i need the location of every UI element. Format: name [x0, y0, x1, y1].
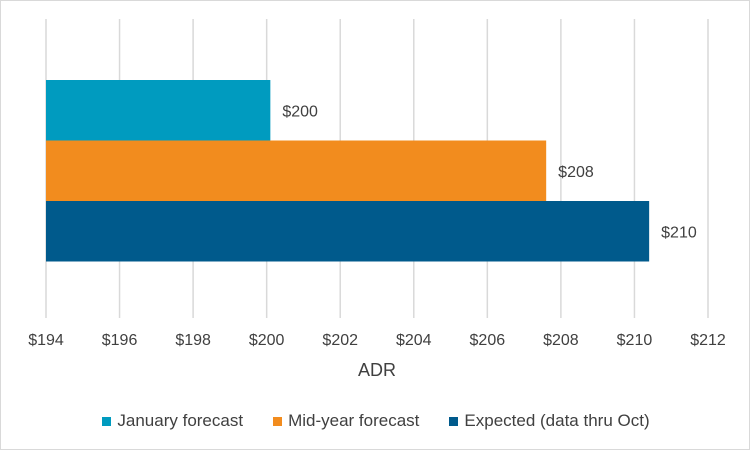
- x-tick-labels: $194 $196 $198 $200 $202 $204 $206 $208 $210 $212: [28, 332, 726, 349]
- legend-swatch-mid-year: [273, 416, 283, 426]
- legend-item-mid-year: Mid-year forecast: [273, 411, 419, 431]
- legend-swatch-january: [102, 416, 112, 426]
- legend-label-january: January forecast: [117, 411, 244, 430]
- bar: [46, 201, 650, 262]
- x-tick-label: $200: [249, 332, 285, 349]
- x-tick-label: $204: [396, 332, 432, 349]
- x-tick-label: $196: [102, 332, 138, 349]
- x-tick-label: $206: [470, 332, 506, 349]
- bars: $200 $208 $210: [46, 80, 697, 262]
- legend-label-mid-year: Mid-year forecast: [288, 411, 420, 430]
- data-label: $210: [661, 224, 697, 241]
- bar: [46, 140, 547, 201]
- x-tick-label: $212: [690, 332, 726, 349]
- x-tick-label: $208: [543, 332, 579, 349]
- data-label: $208: [558, 164, 594, 181]
- legend-item-expected: Expected (data thru Oct): [449, 411, 650, 431]
- legend: January forecast Mid-year forecast Expec…: [1, 409, 751, 433]
- x-tick-label: $202: [322, 332, 358, 349]
- data-label: $200: [282, 103, 318, 120]
- x-tick-label: $210: [617, 332, 653, 349]
- legend-label-expected: Expected (data thru Oct): [464, 411, 650, 430]
- x-tick-label: $194: [28, 332, 64, 349]
- legend-item-january: January forecast: [102, 411, 243, 431]
- x-axis-title: ADR: [358, 360, 396, 380]
- legend-swatch-expected: [449, 416, 459, 426]
- x-tick-label: $198: [175, 332, 211, 349]
- bar: [46, 80, 271, 141]
